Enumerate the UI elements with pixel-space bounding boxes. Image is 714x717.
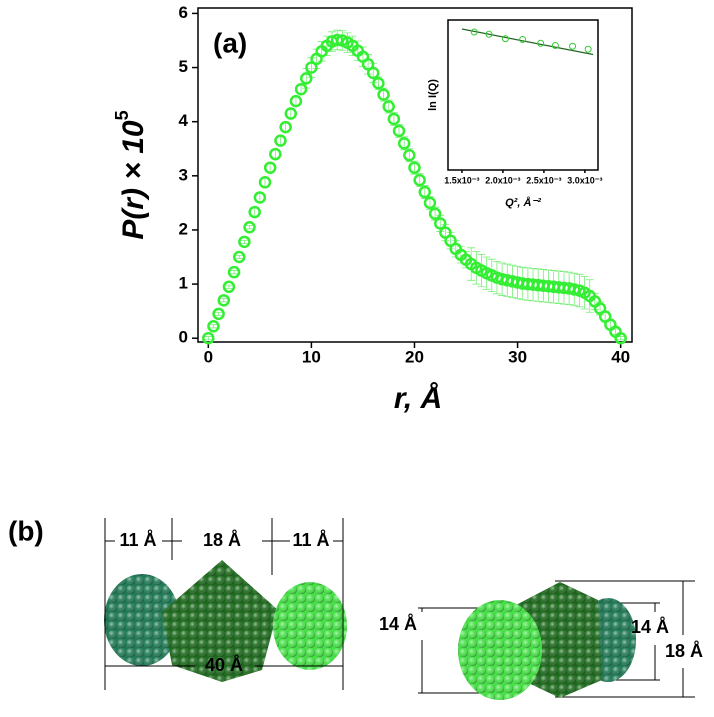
data-point xyxy=(392,124,406,138)
inset-y-label: ln I(Q) xyxy=(427,79,439,111)
dimension-label: 11 Å xyxy=(292,530,329,550)
data-point xyxy=(269,147,282,161)
data-point xyxy=(519,36,527,43)
data-point xyxy=(305,61,318,74)
y-tick-label: 2 xyxy=(179,219,188,238)
plot-area xyxy=(447,19,599,171)
data-point xyxy=(289,94,303,108)
data-point xyxy=(382,100,395,113)
model-right xyxy=(458,582,636,700)
error-bar xyxy=(235,254,244,260)
error-bar xyxy=(224,284,233,289)
x-tick-label: 10 xyxy=(302,347,321,366)
dimension-label: 14 Å xyxy=(631,617,669,637)
data-point xyxy=(372,76,385,90)
data-point xyxy=(279,120,292,134)
y-tick-label: 5 xyxy=(179,57,188,76)
data-point xyxy=(423,196,437,210)
dimension-label: 14 Å xyxy=(379,614,417,634)
data-point xyxy=(258,176,272,189)
data-point xyxy=(243,220,256,234)
x-tick-label: 20 xyxy=(405,347,424,366)
y-axis-label-text: P(r) × 10 xyxy=(117,120,150,240)
x-tick-label: 30 xyxy=(508,347,527,366)
error-bar xyxy=(219,298,228,303)
y-tick-label: 6 xyxy=(179,3,188,22)
dimension-label: 11 Å xyxy=(119,530,156,550)
dimension-label: 40 Å xyxy=(205,655,243,675)
data-point xyxy=(238,235,251,249)
x-tick-label: 0 xyxy=(204,347,213,366)
y-axis-label-sup: 5 xyxy=(112,110,132,120)
x-tick-label: 3.0x10⁻³ xyxy=(567,175,602,185)
plots: 0 10 20 30 40 0 1 2 3 4 5 6 1.5x10⁻³ 2.0x10⁻³ 2.5x10⁻³… xyxy=(179,3,633,366)
x-tick-label: 2.5x10⁻³ xyxy=(526,175,561,185)
error-bar xyxy=(467,247,476,281)
y-tick-label: 3 xyxy=(179,165,188,184)
data-point xyxy=(202,331,215,345)
data-point xyxy=(217,294,231,307)
data-point xyxy=(428,207,442,220)
data-point xyxy=(551,42,559,49)
data-point xyxy=(403,148,416,162)
data-point xyxy=(253,191,267,204)
y-tick-label: 1 xyxy=(179,274,188,293)
data-point xyxy=(501,35,509,43)
data-point xyxy=(537,39,545,47)
error-bar xyxy=(209,324,218,329)
data-point xyxy=(434,217,447,230)
data-point xyxy=(569,42,577,50)
dimension-label: 18 Å xyxy=(665,641,703,661)
data-point xyxy=(294,82,308,96)
data-point xyxy=(207,320,220,333)
inset-x-label: Q², Å⁻² xyxy=(505,196,541,209)
data-point xyxy=(614,331,627,345)
y-tick-label: 4 xyxy=(179,111,189,130)
data-point xyxy=(485,30,493,38)
data-point xyxy=(263,161,277,174)
data-point xyxy=(212,307,225,321)
error-bar xyxy=(240,239,249,244)
data-point xyxy=(222,280,236,294)
error-bar xyxy=(230,270,239,275)
data-point xyxy=(232,250,246,264)
dimension-label: 18 Å xyxy=(203,530,241,550)
x-tick-label: 2.0x10⁻³ xyxy=(485,175,520,185)
data-point xyxy=(397,137,411,150)
error-bar xyxy=(245,225,254,230)
y-axis-label: P(r) × 105 xyxy=(112,110,150,239)
data-point xyxy=(470,28,478,36)
data-point xyxy=(366,66,380,80)
data-point xyxy=(584,45,592,53)
data-point xyxy=(387,112,401,126)
x-tick-label: 1.5x10⁻³ xyxy=(444,175,479,185)
x-tick-label: 40 xyxy=(611,347,630,366)
data-point xyxy=(361,58,375,71)
data-point xyxy=(377,88,390,101)
panel-label: (a) xyxy=(213,27,247,58)
data-point xyxy=(284,107,298,120)
data-point xyxy=(299,72,313,85)
data-point xyxy=(248,205,261,219)
data-point xyxy=(274,134,287,147)
y-tick-label: 0 xyxy=(179,328,188,347)
fit-line xyxy=(461,28,594,56)
data-point xyxy=(227,265,241,279)
data-point xyxy=(408,161,421,174)
error-bar xyxy=(204,336,213,341)
panel-label: (b) xyxy=(8,515,44,546)
error-bar xyxy=(214,311,223,316)
data-point xyxy=(418,185,432,199)
model-left xyxy=(104,560,347,682)
data-point xyxy=(413,173,426,187)
x-axis-label: r, Å xyxy=(394,382,442,415)
